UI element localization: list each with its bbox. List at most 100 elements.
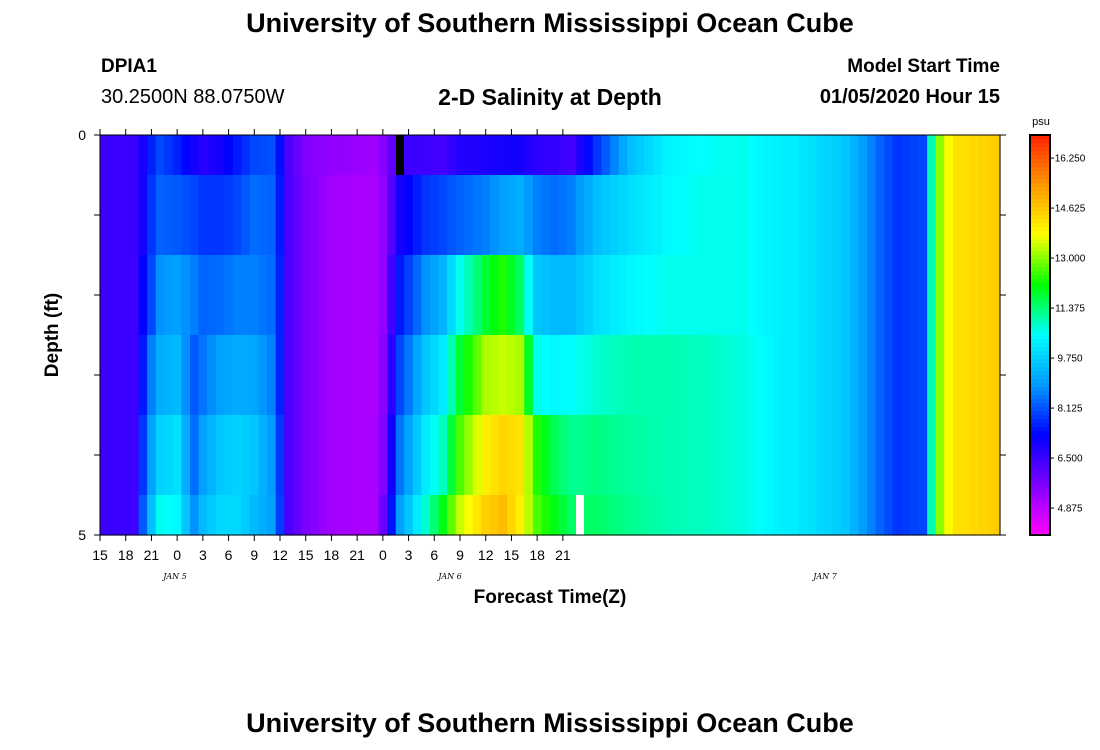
heatmap-cell [404, 175, 414, 256]
heatmap-cell [241, 495, 251, 536]
heatmap-cell [301, 175, 311, 256]
colorbar-segment [1030, 151, 1050, 156]
colorbar-segment [1030, 163, 1050, 168]
heatmap-cell [867, 255, 877, 336]
heatmap-cell [172, 335, 183, 416]
heatmap-cell [635, 495, 645, 536]
heatmap-cell [207, 415, 217, 496]
heatmap-cell [772, 415, 783, 496]
heatmap-cell [901, 415, 911, 496]
heatmap-cell [404, 255, 414, 336]
colorbar-segment [1030, 463, 1050, 468]
annotations [396, 135, 584, 535]
heatmap-cell [121, 335, 131, 416]
heatmap-cell [995, 495, 1001, 536]
heatmap-cell [798, 255, 808, 336]
heatmap-cell [747, 255, 757, 336]
station-coordinates: 30.2500N 88.0750W [101, 86, 285, 108]
heatmap-cell [601, 495, 611, 536]
heatmap-cell [284, 415, 294, 496]
heatmap-cell [378, 175, 388, 256]
heatmap-cell [155, 255, 165, 336]
heatmap-cell [995, 175, 1001, 256]
heatmap-cell [335, 495, 345, 536]
colorbar-segment [1030, 295, 1050, 300]
heatmap-cell [352, 135, 363, 176]
heatmap-cell [567, 135, 577, 176]
heatmap-cell [490, 415, 500, 496]
heatmap-cell [430, 335, 440, 416]
heatmap-cell [190, 495, 200, 536]
heatmap-cell [712, 335, 723, 416]
heatmap-cell [875, 255, 885, 336]
heatmap-cell [935, 175, 945, 256]
heatmap-cell [618, 335, 628, 416]
footer-title: University of Southern Mississippi Ocean… [246, 708, 854, 738]
heatmap-cell [490, 175, 500, 256]
heatmap-cell [712, 495, 723, 536]
heatmap-cell [944, 175, 954, 256]
heatmap-cell [181, 415, 191, 496]
heatmap-cell [250, 495, 260, 536]
heatmap-cell [361, 175, 371, 256]
colorbar-segment [1030, 431, 1050, 436]
heatmap-cell [100, 415, 105, 496]
heatmap-cell [918, 175, 928, 256]
heatmap-cell [841, 175, 851, 256]
heatmap-cell [267, 255, 277, 336]
heatmap-cell [327, 335, 337, 416]
heatmap-cell [164, 415, 174, 496]
heatmap-cell [961, 495, 971, 536]
heatmap-cell [524, 335, 534, 416]
colorbar-segment [1030, 315, 1050, 320]
heatmap-cell [498, 495, 508, 536]
colorbar: 16.250 14.625 13.000 11.375 9.750 8.125 6.500 4… [1029, 134, 1086, 536]
heatmap-cell [378, 135, 388, 176]
heatmap-cell [661, 175, 671, 256]
heatmap-cell [970, 135, 980, 176]
colorbar-segment [1030, 323, 1050, 328]
heatmap-cell [952, 175, 963, 256]
heatmap-cell [695, 335, 705, 416]
heatmap-cell [395, 175, 405, 256]
heatmap-cell [670, 175, 680, 256]
heatmap-cell [618, 495, 628, 536]
heatmap-cell [764, 335, 774, 416]
heatmap-cell [738, 415, 748, 496]
heatmap-cell [370, 415, 380, 496]
colorbar-segment [1030, 479, 1050, 484]
heatmap-cell [387, 175, 397, 256]
heatmap-cell [927, 415, 937, 496]
heatmap-cell [104, 415, 114, 496]
heatmap-cell [695, 255, 705, 336]
heatmap-cell [704, 255, 714, 336]
heatmap-cell [730, 495, 740, 536]
heatmap-cell [241, 175, 251, 256]
heatmap-cell [241, 255, 251, 336]
colorbar-segment [1030, 251, 1050, 256]
heatmap-cell [250, 255, 260, 336]
heatmap-cell [592, 415, 603, 496]
heatmap-cell [258, 335, 268, 416]
heatmap-cell [618, 135, 628, 176]
heatmap-cell [532, 175, 543, 256]
heatmap-cell [481, 335, 491, 416]
heatmap-cell [344, 135, 354, 176]
heatmap-cell [155, 175, 165, 256]
heatmap-cell [824, 255, 834, 336]
heatmap-cell [987, 415, 997, 496]
heatmap-cell [215, 175, 225, 256]
heatmap-cell [250, 415, 260, 496]
heatmap-cell [721, 135, 731, 176]
heatmap-cell [541, 335, 551, 416]
heatmap-cell [927, 175, 937, 256]
heatmap-cell [112, 495, 123, 536]
heatmap-cell [190, 135, 200, 176]
heatmap-cell [361, 335, 371, 416]
colorbar-segment [1030, 263, 1050, 268]
heatmap-cell [464, 255, 474, 336]
heatmap-cell [970, 175, 980, 256]
heatmap-cell [558, 335, 568, 416]
heatmap-cell [755, 135, 765, 176]
heatmap-cell [575, 135, 585, 176]
